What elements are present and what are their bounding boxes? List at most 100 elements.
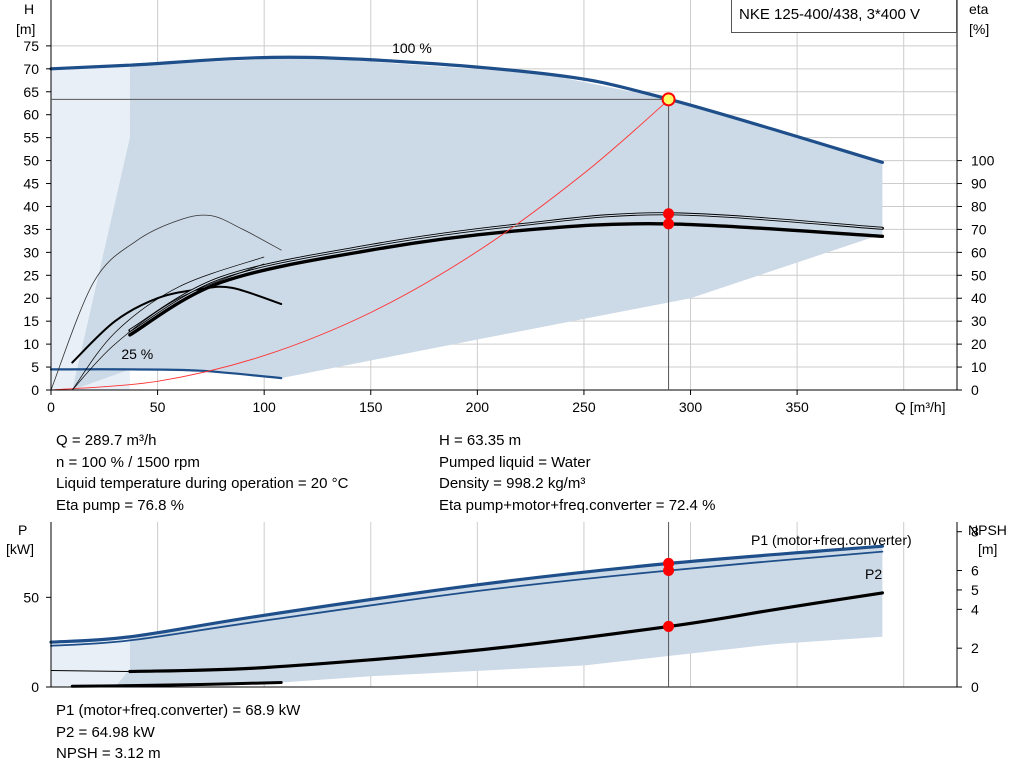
y-left-tick-label: 70	[23, 61, 39, 77]
y-left-tick-label: 5	[31, 359, 39, 375]
x-tick-label: 0	[47, 399, 55, 415]
x-tick-label: 50	[150, 399, 166, 415]
y-right-tick-label: 60	[971, 244, 987, 260]
y-right-tick-label: 20	[971, 336, 987, 352]
curves-top: 100 % 25 %	[49, 40, 885, 391]
y-right-tick-label: 10	[971, 359, 987, 375]
x-tick-label: 150	[359, 399, 383, 415]
x-tick-label: 300	[679, 399, 703, 415]
info-top-left: Q = 289.7 m³/h n = 100 % / 1500 rpm Liqu…	[56, 430, 348, 516]
y-left-tick-label: 60	[23, 107, 39, 123]
series-P1	[49, 544, 884, 644]
y-left-label-1: H	[24, 1, 34, 17]
y-left-tick-label: 30	[23, 244, 39, 260]
y-right-label-1: eta	[969, 1, 989, 17]
label-100-percent: 100 %	[392, 40, 432, 56]
duty-point-eta-total	[663, 218, 675, 230]
legend-p1: P1 (motor+freq.converter)	[751, 532, 912, 548]
y-right-tick-label: 70	[971, 221, 987, 237]
operating-envelope-bottom	[51, 546, 883, 687]
y-left-tick-label: 20	[23, 290, 39, 306]
npsh-label-1: NPSH	[968, 522, 1007, 538]
info-temperature: Liquid temperature during operation = 20…	[56, 475, 349, 492]
npsh-extension	[50, 670, 130, 672]
series-P-25	[70, 681, 283, 688]
series-system-curve	[50, 98, 670, 391]
operating-envelope-top	[51, 57, 883, 391]
info-p2: P2 = 64.98 kW	[56, 723, 155, 741]
npsh-tick-label: 8	[971, 524, 979, 540]
info-eta-total: Eta pump+motor+freq.converter = 72.4 %	[439, 496, 716, 514]
series-NPSH	[128, 591, 884, 674]
info-npsh: NPSH = 3.12 m	[56, 745, 161, 762]
eta-thin-2	[72, 256, 265, 391]
curves-bottom: P1 (motor+freq.converter) P2	[49, 532, 912, 688]
y-left-tick-label: 75	[23, 38, 39, 54]
y-left-tick-label: 40	[23, 198, 39, 214]
label-25-percent: 25 %	[121, 346, 153, 362]
head-extension	[50, 64, 130, 70]
duty-point-eta-pump	[663, 208, 675, 220]
x-tick-label: 200	[466, 399, 490, 415]
y-left-tick-label: 50	[23, 153, 39, 169]
series-eta-partload-2	[50, 214, 282, 391]
y-left-label-2: [m]	[16, 21, 35, 37]
npsh-tick-label: 0	[971, 679, 979, 695]
y-right-tick-label: 50	[971, 267, 987, 283]
series-eta-total	[128, 222, 885, 337]
series-head-25	[49, 368, 283, 380]
series-eta-partload-1	[71, 285, 283, 364]
p-label-2: [kW]	[6, 541, 34, 557]
series-head-100	[49, 55, 884, 164]
info-speed: n = 100 % / 1500 rpm	[56, 453, 200, 471]
envelope-main	[115, 546, 883, 687]
info-liquid: Pumped liquid = Water	[439, 453, 591, 471]
y-left-tick-label: 55	[23, 130, 39, 146]
duty-point-npsh	[663, 620, 675, 632]
y-left-tick-label: 15	[23, 313, 39, 329]
info-bottom: P1 (motor+freq.converter) = 68.9 kW P2 =…	[56, 700, 300, 765]
y-left-tick-label: 45	[23, 176, 39, 192]
p-tick-label: 0	[31, 679, 39, 695]
info-density: Density = 998.2 kg/m³	[439, 475, 586, 492]
y-right-tick-label: 30	[971, 313, 987, 329]
y-left-tick-label: 35	[23, 221, 39, 237]
y-left-tick-label: 25	[23, 267, 39, 283]
y-left-tick-label: 10	[23, 336, 39, 352]
x-tick-label: 250	[572, 399, 596, 415]
duty-point-head	[661, 92, 676, 107]
info-head: H = 63.35 m	[439, 432, 522, 449]
x-tick-label: 100	[252, 399, 276, 415]
info-top-right: H = 63.35 m Pumped liquid = Water Densit…	[439, 430, 715, 516]
npsh-tick-label: 4	[971, 601, 979, 617]
x-axis-label: Q [m³/h]	[895, 399, 946, 415]
p-label-1: P	[18, 522, 27, 538]
chart-title: NKE 125-400/438, 3*400 V	[731, 0, 957, 33]
legend-p2: P2	[865, 566, 882, 582]
y-right-tick-label: 40	[971, 290, 987, 306]
y-right-tick-label: 0	[971, 382, 979, 398]
envelope-main	[72, 57, 883, 391]
duty-point-p2	[663, 564, 675, 576]
series-P2	[50, 550, 884, 647]
npsh-tick-label: 5	[971, 582, 979, 598]
npsh-tick-label: 2	[971, 640, 979, 656]
y-left-tick-label: 65	[23, 84, 39, 100]
info-flow: Q = 289.7 m³/h	[56, 432, 157, 449]
series-eta-pump-inner	[129, 213, 883, 331]
y-right-tick-label: 100	[971, 153, 995, 169]
x-tick-label: 350	[785, 399, 809, 415]
info-eta-pump: Eta pump = 76.8 %	[56, 496, 184, 514]
y-left-tick-label: 0	[31, 382, 39, 398]
npsh-label-2: [m]	[978, 541, 997, 557]
y-right-label-2: [%]	[969, 21, 989, 37]
y-right-tick-label: 90	[971, 176, 987, 192]
p-tick-label: 50	[23, 589, 39, 605]
info-p1: P1 (motor+freq.converter) = 68.9 kW	[56, 702, 301, 719]
duty-markers	[51, 92, 676, 687]
tick-labels: 0 50 100 150 200 250 300 350 Q [m³/h]05101520253…	[6, 1, 1007, 695]
npsh-tick-label: 6	[971, 563, 979, 579]
eta-thin-1	[72, 263, 265, 391]
envelope-light	[51, 636, 130, 687]
